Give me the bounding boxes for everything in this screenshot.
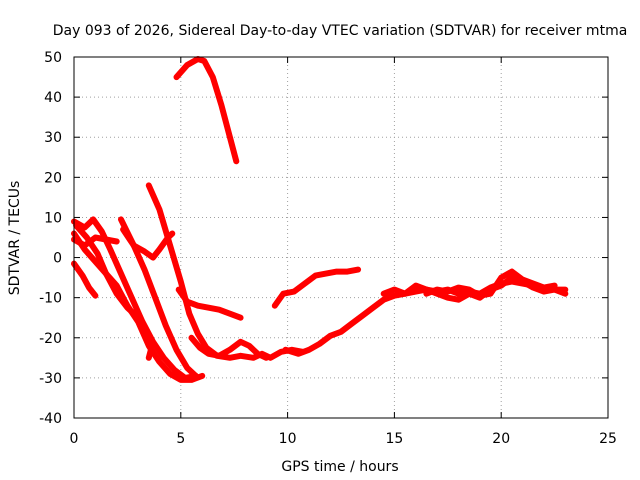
y-tick-label: 50 (44, 50, 62, 66)
x-tick-label: 5 (176, 431, 185, 447)
plot-frame (73, 56, 609, 419)
axis-ticks (73, 56, 609, 419)
x-tick-label: 15 (385, 431, 403, 447)
chart-title: Day 093 of 2026, Sidereal Day-to-day VTE… (53, 23, 628, 39)
y-tick-label: -10 (39, 291, 62, 307)
series-arc-2 (71, 260, 99, 299)
x-tick-labels: 0 5 10 15 20 25 (70, 431, 617, 447)
y-tick-labels: -40 -30 -20 -10 0 10 20 30 40 50 (39, 50, 62, 427)
series-arc-10 (175, 286, 244, 321)
y-tick-label: 10 (44, 210, 62, 226)
series-arc-9 (145, 182, 306, 361)
series-arc-12 (271, 266, 362, 309)
y-axis-title: SDTVAR / TECUs (7, 181, 23, 296)
series-arc-15 (423, 268, 558, 299)
y-tick-label: 20 (44, 170, 62, 186)
x-tick-label: 10 (279, 431, 297, 447)
x-tick-label: 0 (70, 431, 79, 447)
x-tick-label: 25 (599, 431, 617, 447)
y-tick-label: -30 (39, 371, 62, 387)
series-arc-11 (188, 334, 270, 361)
y-tick-label: 30 (44, 130, 62, 146)
series-arc-14 (380, 274, 569, 303)
series-group (71, 56, 569, 383)
grid (74, 57, 608, 418)
y-tick-label: -20 (39, 331, 62, 347)
y-tick-label: -40 (39, 411, 62, 427)
series-arc-1 (173, 56, 240, 165)
y-tick-label: 40 (44, 90, 62, 106)
y-tick-label: 0 (53, 251, 62, 267)
series-arc-5 (71, 216, 199, 381)
series-arc-6 (73, 222, 154, 361)
x-tick-label: 20 (492, 431, 510, 447)
x-axis-title: GPS time / hours (281, 459, 398, 475)
